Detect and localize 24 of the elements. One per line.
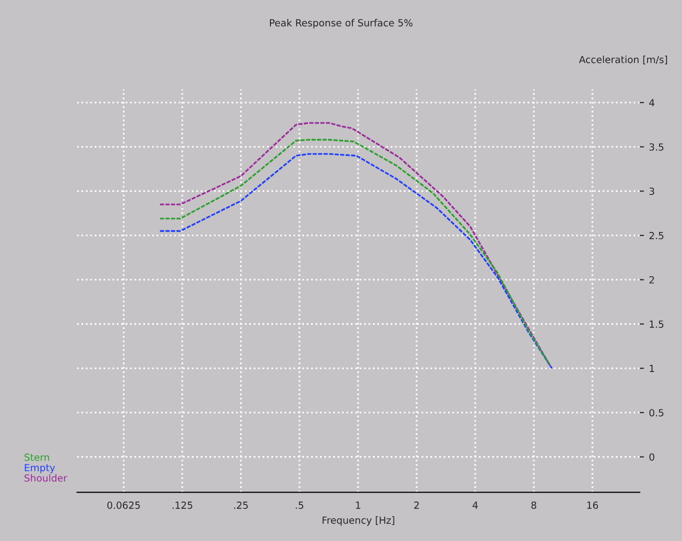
y-tick-label: 2.5: [649, 232, 664, 240]
x-tick-label: 8: [531, 502, 536, 509]
x-tick-label: 0.0625: [107, 502, 140, 509]
x-tick-label: .125: [172, 502, 192, 509]
y-tick-label: 1.5: [650, 320, 664, 328]
x-tick-label: .5: [296, 502, 304, 509]
y-axis-title: Acceleration [m/s]: [579, 56, 668, 64]
y-tick-label: 1: [650, 364, 654, 372]
chart-title: Peak Response of Surface 5%: [270, 18, 412, 28]
text: Shoulder: [24, 474, 68, 482]
x-tick-label: 2: [414, 502, 419, 509]
y-tick-label: 0: [649, 453, 654, 461]
x-axis-title: Frequency [Hz]: [322, 516, 394, 526]
y-tick-label: 2: [649, 276, 654, 284]
y-tick-label: 0.5: [649, 409, 664, 416]
x-tick-label: 4: [472, 502, 478, 509]
y-tick-label: 3: [649, 188, 654, 195]
x-tick-label: 16: [587, 502, 598, 509]
y-tick-label: 3.5: [649, 143, 664, 151]
x-tick-label: 1: [356, 502, 360, 509]
text: Stern: [24, 454, 50, 461]
y-tick-label: 4: [649, 99, 654, 106]
text: Empty: [24, 464, 55, 474]
x-tick-label: .25: [234, 502, 248, 509]
